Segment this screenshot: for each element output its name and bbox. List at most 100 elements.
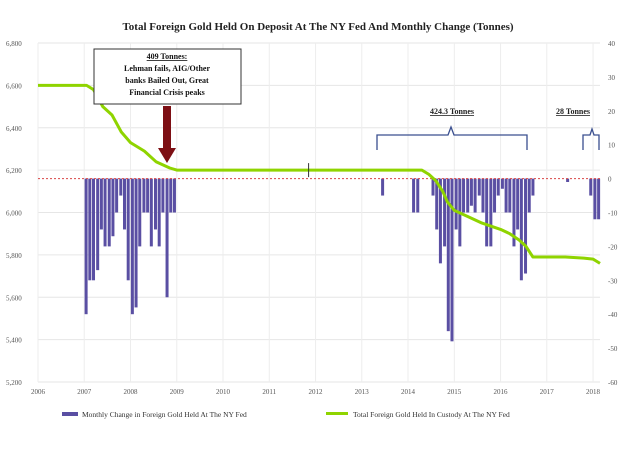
bar bbox=[516, 178, 520, 230]
bar bbox=[466, 178, 470, 213]
left-tick-label: 6,200 bbox=[6, 167, 22, 175]
left-tick-label: 6,600 bbox=[6, 82, 22, 90]
bar bbox=[489, 178, 493, 247]
bar bbox=[84, 178, 88, 315]
x-tick-label: 2016 bbox=[494, 388, 509, 396]
bar bbox=[524, 178, 528, 274]
bar bbox=[531, 178, 535, 196]
bar bbox=[92, 178, 96, 281]
left-tick-label: 6,800 bbox=[6, 40, 22, 48]
lehman-annotation-box bbox=[93, 48, 242, 105]
bar bbox=[504, 178, 508, 213]
bar bbox=[519, 178, 523, 281]
x-tick-label: 2009 bbox=[170, 388, 185, 396]
bar bbox=[165, 178, 169, 298]
brace-annotation-1: 424.3 Tonnes bbox=[376, 107, 528, 150]
chart-title: Total Foreign Gold Held On Deposit At Th… bbox=[122, 21, 513, 33]
right-tick-label: 0 bbox=[608, 176, 612, 184]
right-tick-label: 10 bbox=[608, 142, 616, 150]
right-tick-label: -30 bbox=[608, 277, 618, 285]
bar bbox=[477, 178, 481, 196]
bar bbox=[169, 178, 173, 213]
brace-annotation-2: 28 Tonnes bbox=[556, 107, 600, 150]
x-tick-label: 2018 bbox=[586, 388, 601, 396]
bar bbox=[589, 178, 593, 196]
bar bbox=[149, 178, 153, 247]
bar bbox=[134, 178, 138, 308]
left-tick-label: 6,000 bbox=[6, 210, 22, 218]
x-tick-label: 2006 bbox=[31, 388, 46, 396]
bar bbox=[593, 178, 597, 220]
left-tick-label: 5,800 bbox=[6, 252, 22, 260]
brace-2 bbox=[582, 126, 600, 150]
bar bbox=[416, 178, 420, 213]
lehman-annotation: 409 Tonnes: Lehman fails, AIG/Other bank… bbox=[93, 48, 242, 163]
right-tick-label: 40 bbox=[608, 40, 616, 48]
lehman-annotation-line-3: Financial Crisis peaks bbox=[129, 88, 205, 97]
bar bbox=[566, 178, 570, 182]
bar bbox=[115, 178, 119, 213]
x-tick-label: 2011 bbox=[262, 388, 276, 396]
bar-series bbox=[84, 178, 601, 342]
brace-1 bbox=[376, 125, 528, 150]
brace-1-label: 424.3 Tonnes bbox=[430, 107, 474, 116]
bar bbox=[469, 178, 473, 206]
bar bbox=[412, 178, 416, 213]
bar bbox=[130, 178, 134, 315]
x-tick-label: 2007 bbox=[77, 388, 92, 396]
bar bbox=[157, 178, 161, 247]
bar bbox=[473, 178, 477, 213]
right-tick-label: -20 bbox=[608, 243, 618, 251]
x-tick-label: 2017 bbox=[540, 388, 555, 396]
bar bbox=[431, 178, 435, 196]
right-tick-label: -40 bbox=[608, 311, 618, 319]
bar bbox=[126, 178, 130, 281]
bar bbox=[597, 178, 601, 220]
right-tick-label: 30 bbox=[608, 74, 616, 82]
line-series bbox=[38, 83, 601, 265]
bar bbox=[508, 178, 512, 213]
x-tick-label: 2010 bbox=[216, 388, 231, 396]
bar bbox=[99, 178, 103, 230]
x-tick-label: 2014 bbox=[401, 388, 416, 396]
lehman-annotation-heading: 409 Tonnes: bbox=[147, 52, 188, 61]
bar bbox=[462, 178, 466, 213]
series-line bbox=[38, 83, 601, 265]
bar bbox=[496, 178, 500, 196]
bar bbox=[446, 178, 450, 332]
bar bbox=[172, 178, 176, 213]
left-tick-label: 6,400 bbox=[6, 125, 22, 133]
bar bbox=[454, 178, 458, 230]
left-tick-label: 5,200 bbox=[6, 379, 22, 387]
right-tick-label: -60 bbox=[608, 379, 618, 387]
bar bbox=[493, 178, 497, 213]
bar bbox=[443, 178, 447, 247]
left-tick-label: 5,400 bbox=[6, 337, 22, 345]
bar bbox=[146, 178, 150, 213]
bar bbox=[107, 178, 111, 247]
legend: Monthly Change in Foreign Gold Held At T… bbox=[62, 410, 510, 419]
x-tick-label: 2013 bbox=[355, 388, 370, 396]
bar bbox=[450, 178, 454, 342]
x-tick-label: 2015 bbox=[447, 388, 462, 396]
x-tick-label: 2008 bbox=[124, 388, 139, 396]
bar bbox=[96, 178, 100, 271]
lehman-arrow-head bbox=[158, 148, 176, 163]
left-tick-label: 5,600 bbox=[6, 294, 22, 302]
bar bbox=[111, 178, 115, 237]
bar bbox=[512, 178, 516, 247]
bar bbox=[435, 178, 439, 230]
bar bbox=[103, 178, 107, 247]
bar bbox=[122, 178, 126, 230]
legend-swatch-bars bbox=[62, 412, 78, 416]
x-tick-label: 2012 bbox=[309, 388, 324, 396]
lehman-arrow-shaft bbox=[163, 106, 171, 150]
axes: 5,200 5,400 5,600 5,800 6,000 6,200 6,400 6,600… bbox=[6, 40, 618, 396]
lehman-annotation-line-2: banks Bailed Out, Great bbox=[125, 76, 209, 85]
bar bbox=[527, 178, 531, 213]
bar bbox=[153, 178, 157, 230]
right-tick-label: -10 bbox=[608, 210, 618, 218]
bar bbox=[161, 178, 165, 213]
